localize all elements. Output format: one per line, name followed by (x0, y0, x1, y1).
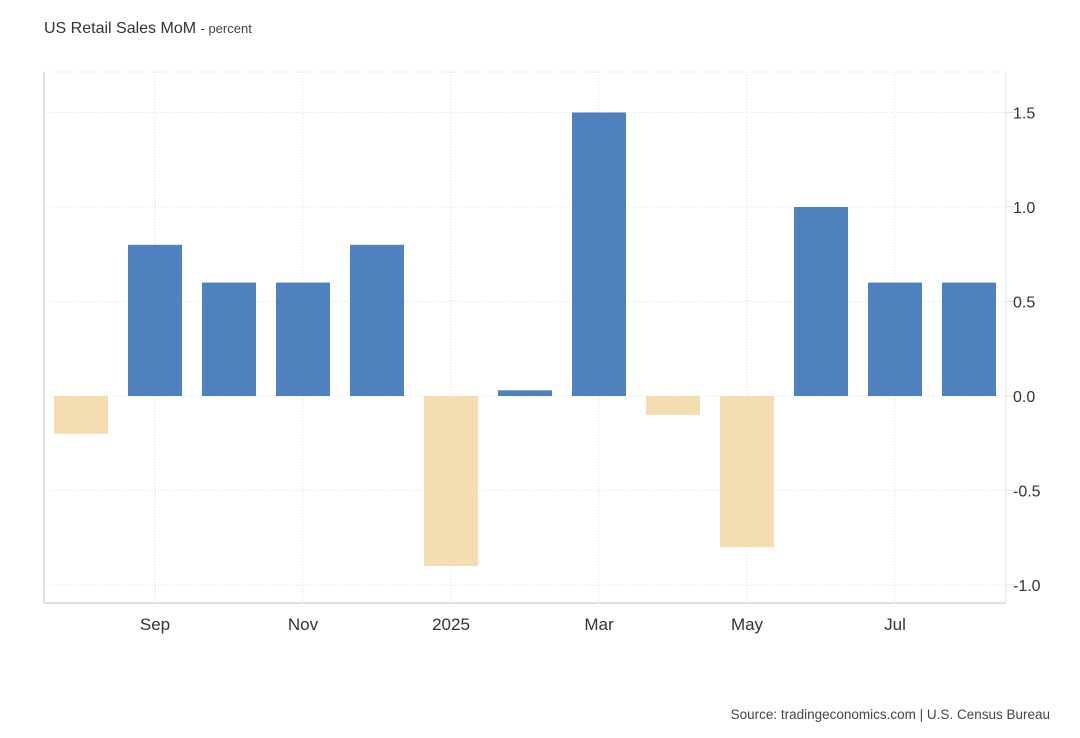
x-tick-label: Sep (140, 615, 170, 634)
axes (43, 72, 1007, 604)
bar-oct-2024 (202, 282, 256, 396)
x-tick-label: 2025 (432, 615, 470, 634)
bar-dec-2024 (350, 244, 404, 396)
bar-apr-2025 (646, 396, 700, 415)
x-tick-label: Jul (884, 615, 906, 634)
chart-title-main: US Retail Sales MoM (44, 20, 197, 37)
source-attribution: Source: tradingeconomics.com | U.S. Cens… (730, 707, 1050, 722)
bar-mar-2025 (572, 112, 626, 396)
chart-subtitle: - percent (200, 21, 252, 36)
bar-aug-2025 (942, 282, 996, 396)
bar-aug-2024 (54, 396, 108, 434)
y-tick-label: -1.0 (1013, 578, 1041, 595)
y-axis-ticks: 1.5 1.0 0.5 0.0 -0.5 -1.0 (1006, 106, 1041, 595)
y-tick-label: 1.0 (1013, 200, 1035, 217)
bars (54, 112, 996, 567)
y-tick-label: 0.0 (1013, 389, 1035, 406)
x-tick-label: Mar (584, 615, 614, 634)
grid-lines (44, 71, 1006, 603)
x-axis-ticks: Sep Nov 2025 Mar May Jul (140, 615, 906, 634)
x-tick-label: May (731, 615, 764, 634)
x-tick-label: Nov (288, 615, 319, 634)
bar-may-2025 (720, 396, 774, 548)
y-tick-label: 0.5 (1013, 295, 1035, 312)
y-tick-label: -0.5 (1013, 484, 1041, 501)
bar-jan-2025 (424, 396, 478, 567)
bar-jun-2025 (794, 207, 848, 396)
bar-sep-2024 (128, 244, 182, 396)
chart-title: US Retail Sales MoM - percent (44, 20, 252, 38)
bar-chart: 1.5 1.0 0.5 0.0 -0.5 -1.0 Sep Nov 2025 Mar May Jul (43, 71, 1041, 634)
bar-feb-2025 (498, 390, 552, 396)
bar-nov-2024 (276, 282, 330, 396)
y-tick-label: 1.5 (1013, 106, 1035, 123)
bar-jul-2025 (868, 282, 922, 396)
